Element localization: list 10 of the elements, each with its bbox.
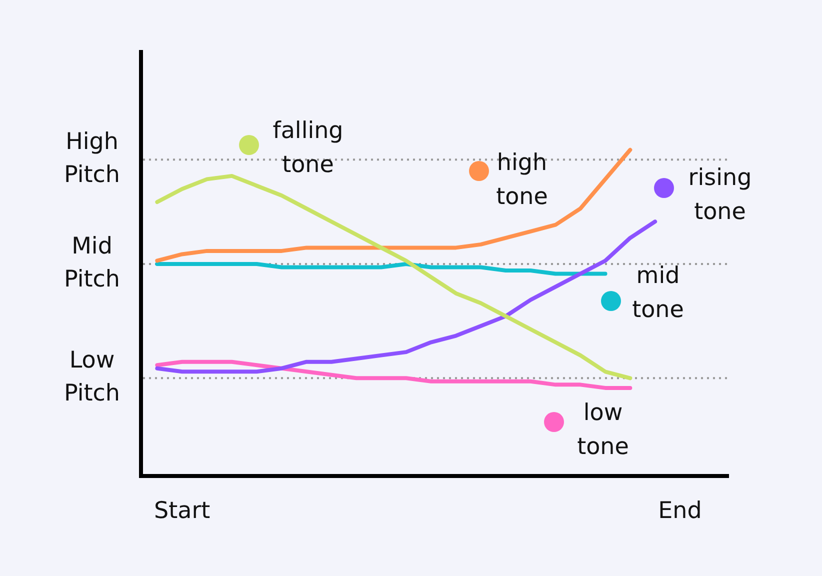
legend-label: falling tone	[272, 118, 344, 178]
legend-label: low tone	[577, 400, 629, 460]
ref-line-label: Low Pitch	[64, 348, 120, 407]
x-tick-label: End	[658, 498, 702, 524]
legend-label: mid tone	[632, 262, 684, 323]
legend-label: rising tone	[688, 164, 752, 225]
ref-line-label: Mid Pitch	[64, 233, 120, 292]
x-tick-label: Start	[154, 498, 210, 524]
ref-line-label: High Pitch	[64, 129, 120, 188]
legend-label: high tone	[496, 150, 548, 210]
